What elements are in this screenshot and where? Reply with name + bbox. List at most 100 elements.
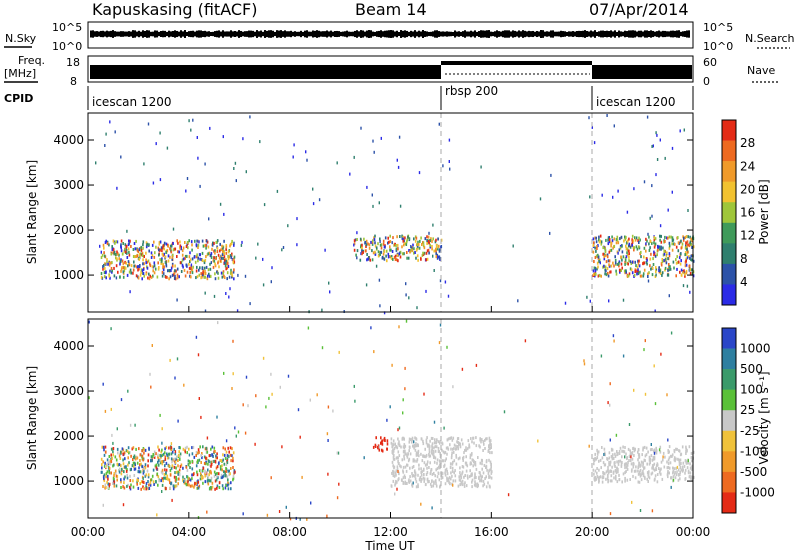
echo-cell (146, 243, 148, 247)
echo-cell (213, 256, 215, 260)
echo-cell (386, 439, 389, 443)
echo-cell (631, 500, 633, 504)
echo-cell (371, 242, 374, 246)
echo-cell (594, 266, 596, 270)
noise-trace-segment (660, 31, 662, 37)
echo-cell (678, 449, 680, 453)
echo-cell (422, 251, 424, 255)
echo-cell (621, 480, 623, 484)
colorbar-swatch (722, 284, 736, 306)
noise-trace-segment (172, 30, 174, 38)
noise-trace-segment (416, 31, 418, 37)
echo-cell (184, 256, 186, 260)
echo-cell (165, 461, 168, 465)
echo-cell (608, 299, 610, 303)
echo-cell (664, 268, 666, 272)
echo-cell (225, 259, 228, 263)
echo-cell (389, 234, 391, 238)
echo-cell (145, 241, 148, 245)
echo-cell (128, 461, 130, 465)
echo-cell (663, 465, 666, 469)
noise-trace-segment (482, 30, 484, 38)
noise-trace-segment (236, 31, 238, 37)
echo-cell (451, 474, 453, 478)
echo-cell (205, 462, 207, 466)
echo-cell (121, 252, 124, 256)
echo-cell (418, 467, 420, 471)
echo-cell (636, 265, 639, 269)
echo-cell (686, 284, 689, 288)
colorbar-frame (721, 119, 737, 306)
echo-cell (210, 252, 213, 256)
echo-cell (208, 473, 210, 477)
echo-cell (104, 450, 107, 454)
noise-trace-segment (382, 31, 384, 37)
echo-cell (401, 458, 404, 462)
echo-cell (598, 238, 600, 242)
echo-cell (186, 254, 188, 258)
echo-cell (383, 249, 386, 253)
echo-cell (475, 484, 477, 488)
echo-cell (162, 266, 164, 270)
echo-cell (664, 235, 666, 239)
noise-trace-segment (338, 31, 340, 37)
noise-trace-segment (394, 31, 396, 37)
echo-cell (233, 277, 235, 281)
noise-trace-segment (484, 30, 486, 38)
echo-cell (149, 481, 152, 485)
echo-cell (128, 263, 131, 267)
echo-cell (213, 259, 216, 263)
echo-cell (397, 437, 399, 441)
echo-cell (485, 459, 488, 463)
echo-cell (222, 257, 224, 260)
echo-cell (381, 448, 383, 452)
echo-cell (605, 260, 608, 264)
echo-cell (380, 243, 383, 247)
echo-cell (336, 161, 338, 165)
echo-cell (172, 484, 175, 488)
echo-cell (604, 272, 606, 276)
echo-cell (233, 469, 236, 473)
echo-cell (207, 459, 210, 463)
echo-cell (650, 454, 653, 458)
echo-cell (142, 471, 145, 475)
noise-trace-segment (480, 30, 482, 38)
echo-cell (423, 251, 426, 255)
echo-cell (668, 456, 671, 460)
echo-cell (622, 354, 625, 358)
echo-cell (462, 458, 464, 462)
echo-cell (392, 448, 394, 452)
echo-cell (374, 252, 377, 256)
echo-cell (108, 484, 110, 488)
echo-cell (222, 246, 224, 250)
echo-cell (450, 436, 453, 440)
echo-cell (622, 298, 625, 302)
echo-cell (292, 155, 294, 159)
noise-trace-segment (252, 30, 254, 38)
echo-cell (199, 266, 201, 270)
noise-trace-segment (292, 31, 294, 37)
echo-cell (421, 243, 423, 246)
echo-cell (115, 264, 118, 268)
echo-cell (221, 244, 223, 248)
noise-trace-segment (258, 31, 260, 37)
echo-cell (108, 482, 111, 486)
echo-cell (664, 257, 667, 261)
echo-cell (103, 254, 106, 258)
echo-cell (189, 270, 192, 274)
echo-cell (208, 274, 211, 278)
echo-cell (383, 257, 386, 261)
echo-cell (673, 449, 676, 452)
echo-cell (165, 445, 168, 449)
noise-trace-segment (212, 31, 214, 37)
echo-cell (207, 268, 210, 272)
echo-cell (672, 466, 674, 470)
noise-trace-segment (470, 30, 472, 38)
echo-cell (188, 262, 190, 266)
echo-cell (451, 438, 454, 442)
echo-cell (599, 234, 602, 238)
echo-cell (185, 465, 188, 469)
echo-cell (686, 248, 688, 252)
echo-cell (617, 262, 619, 266)
echo-cell (667, 471, 669, 475)
